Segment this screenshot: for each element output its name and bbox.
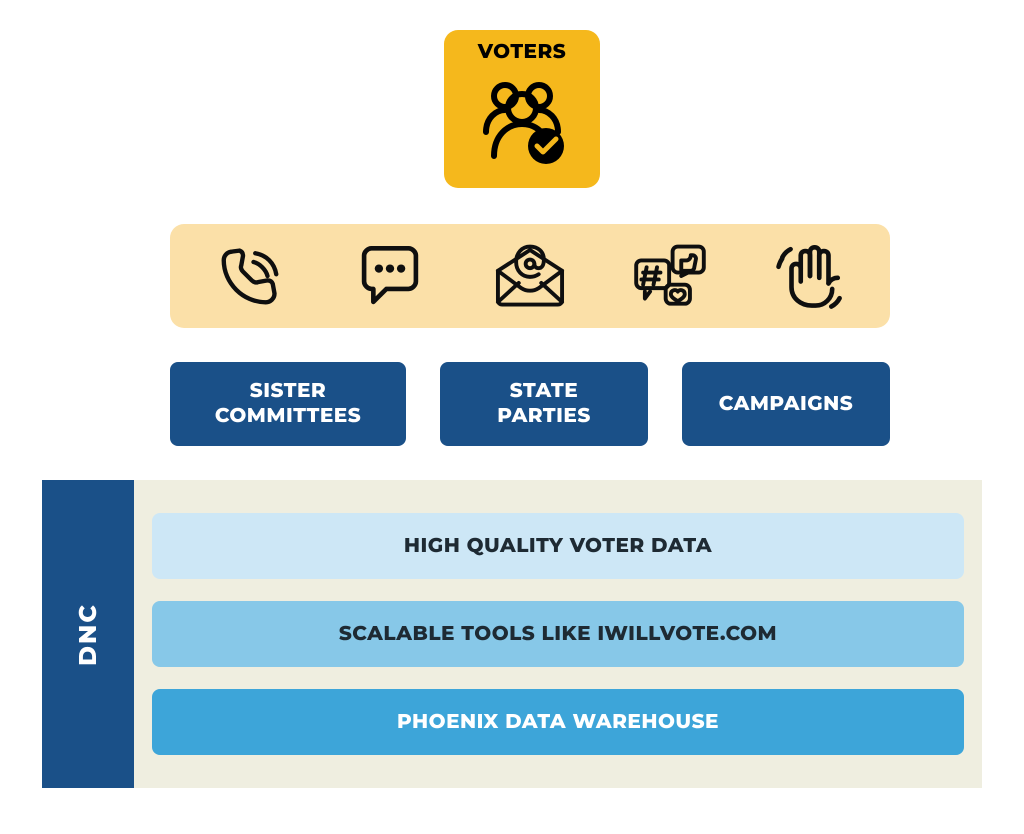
phone-icon: [211, 237, 289, 315]
dnc-sidebar-label: DNC: [73, 603, 102, 666]
dnc-row: SCALABLE TOOLS LIKE IWILLVOTE.COM: [152, 601, 964, 667]
people-check-icon: [472, 70, 572, 170]
email-at-icon: [491, 237, 569, 315]
dnc-sidebar: DNC: [42, 480, 134, 788]
org-row: SISTER COMMITTEES STATE PARTIES CAMPAIGNS: [170, 362, 890, 446]
infographic-canvas: VOTERS: [0, 0, 1024, 834]
dnc-block: DNC HIGH QUALITY VOTER DATA SCALABLE TOOL…: [42, 480, 982, 788]
dnc-row: HIGH QUALITY VOTER DATA: [152, 513, 964, 579]
social-media-icon: [631, 237, 709, 315]
channel-bar: [170, 224, 890, 328]
voters-box: VOTERS: [444, 30, 600, 188]
voters-label: VOTERS: [478, 40, 566, 64]
org-box: STATE PARTIES: [440, 362, 648, 446]
dnc-row: PHOENIX DATA WAREHOUSE: [152, 689, 964, 755]
waving-hand-icon: [771, 237, 849, 315]
speech-bubble-icon: [351, 237, 429, 315]
org-box: SISTER COMMITTEES: [170, 362, 406, 446]
dnc-body: HIGH QUALITY VOTER DATA SCALABLE TOOLS LI…: [134, 480, 982, 788]
org-box: CAMPAIGNS: [682, 362, 890, 446]
